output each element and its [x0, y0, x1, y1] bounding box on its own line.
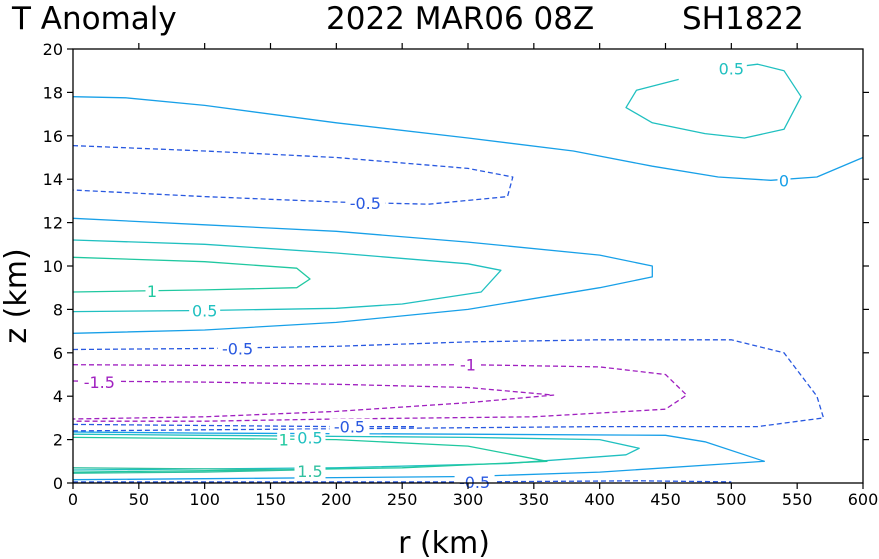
chart-title-date: 2022 MAR06 08Z [326, 1, 594, 37]
contour-label: 0 [779, 171, 789, 190]
y-tick-label: 10 [43, 257, 63, 276]
y-tick-label: 16 [43, 127, 63, 146]
x-tick-label: 550 [782, 490, 813, 509]
y-tick-label: 14 [43, 170, 63, 189]
y-tick-label: 12 [43, 214, 63, 233]
contour-label: 1 [279, 431, 289, 450]
chart-title-field: T Anomaly [11, 1, 177, 37]
contour-label-mask [277, 431, 291, 448]
y-tick-label: 2 [53, 431, 63, 450]
x-axis-title: r (km) [398, 526, 490, 559]
contour-line [72, 423, 416, 428]
x-tick-label: 400 [584, 490, 615, 509]
x-tick-label: 0 [68, 490, 78, 509]
contour-label-mask [145, 282, 159, 299]
contour-label-mask [217, 340, 258, 357]
contour-label: -0.5 [222, 339, 253, 358]
y-tick-label: 6 [53, 344, 63, 363]
contour-line [72, 380, 555, 420]
contour-label: -0.5 [334, 418, 365, 437]
x-tick-label: 50 [129, 490, 149, 509]
contour-label: 1 [147, 282, 157, 301]
x-tick-label: 100 [189, 490, 220, 509]
contour-label: 0.5 [719, 60, 744, 79]
y-tick-label: 4 [53, 387, 63, 406]
x-tick-label: 500 [716, 490, 747, 509]
contour-line [72, 433, 640, 471]
contour-label: -1 [460, 356, 476, 375]
y-tick-label: 18 [43, 83, 63, 102]
plot-frame [72, 48, 864, 484]
contour-line [625, 63, 802, 139]
x-tick-label: 450 [650, 490, 681, 509]
x-tick-label: 200 [321, 490, 352, 509]
contour-label: -1.5 [84, 373, 115, 392]
contour-label-mask [294, 429, 326, 446]
contour-label-mask [294, 463, 326, 480]
contour-label-mask [715, 60, 747, 77]
chart-title-storm: SH1822 [682, 1, 804, 37]
contour-label: 1.5 [297, 462, 322, 481]
contour-layer [72, 63, 864, 483]
y-tick-label: 20 [43, 40, 63, 59]
contour-line [72, 144, 514, 205]
contour-label-mask [329, 418, 370, 435]
x-tick-label: 150 [255, 490, 286, 509]
contour-label-layer: 0.50-0.50.51-0.5-1-1.50.511.5-0.5-0.5 [79, 60, 791, 492]
contour-label-mask [777, 172, 791, 189]
y-tick-label: 0 [53, 474, 63, 493]
contour-label: 0.5 [297, 428, 322, 447]
x-tick-label: 300 [453, 490, 484, 509]
contour-line [73, 480, 732, 483]
contour-label-mask [79, 374, 120, 391]
contour-label-mask [457, 356, 479, 373]
contour-line [72, 239, 502, 313]
x-tick-label: 350 [519, 490, 550, 509]
y-tick-label: 8 [53, 300, 63, 319]
contour-label: 0.5 [192, 301, 217, 320]
x-tick-label: 250 [387, 490, 418, 509]
contour-line [72, 256, 311, 293]
contour-label-mask [345, 195, 386, 212]
x-axis: 0 50 100 150 200 250 300 350 400 450 500 550 600 [68, 43, 878, 509]
x-tick-label: 600 [848, 490, 879, 509]
contour-line [72, 339, 825, 432]
contour-label: -0.5 [350, 194, 381, 213]
y-axis-title: z (km) [0, 248, 34, 343]
contour-label-mask [454, 473, 495, 490]
contour-line [72, 217, 653, 334]
contour-line [72, 364, 688, 422]
contour-label-mask [189, 302, 221, 319]
